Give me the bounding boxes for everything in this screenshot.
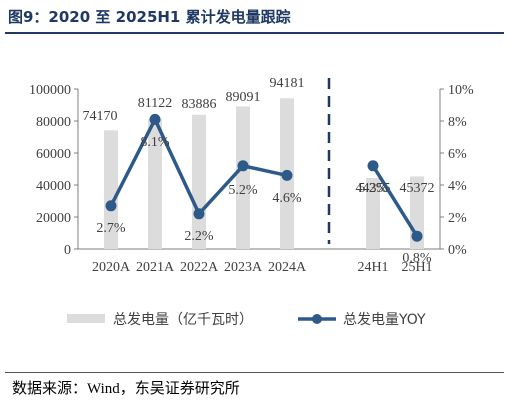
left-tick-label: 60000: [36, 147, 71, 162]
x-tick-label: 2024A: [268, 260, 307, 275]
yoy-labels: 2.7% 8.1% 2.2% 5.2% 4.6% 5.2% 0.8%: [96, 135, 432, 266]
bar-value-label: 44355: [356, 181, 391, 196]
x-tick-label: 25H1: [401, 260, 432, 275]
yoy-point: [193, 208, 205, 220]
yoy-point: [281, 169, 293, 181]
yoy-point: [367, 160, 379, 172]
yoy-point: [149, 113, 161, 125]
left-tick-label: 100000: [29, 83, 71, 98]
right-tick-label: 8%: [448, 115, 467, 130]
left-tick-label: 20000: [36, 211, 71, 226]
bar-value-label: 45372: [400, 181, 435, 196]
right-tick-label: 2%: [448, 211, 467, 226]
legend-bar-label: 总发电量（亿千瓦时）: [113, 312, 253, 328]
bar-value-label: 81122: [138, 96, 172, 111]
x-tick-label: 2021A: [136, 260, 175, 275]
legend-line-marker: [312, 314, 322, 324]
yoy-line: [105, 113, 423, 242]
bar: [104, 130, 118, 249]
legend-line-label: 总发电量YOY: [343, 312, 426, 328]
yoy-value-label: 2.7%: [96, 221, 126, 236]
bar-value-label: 94181: [270, 76, 305, 91]
left-tick-label: 80000: [36, 115, 71, 130]
right-tick-label: 4%: [448, 179, 467, 194]
title-divider: [5, 32, 504, 34]
axes: 0 20000 40000 60000 80000 100000 0% 2% 4% 6% 8% 10%…: [29, 78, 474, 275]
yoy-point: [105, 200, 117, 212]
bar-labels: 74170 81122 83886 89091 94181 44355 45372: [83, 76, 435, 196]
x-tick-label: 2020A: [92, 260, 131, 275]
right-tick-label: 0%: [448, 243, 467, 258]
yoy-value-label: 0.8%: [402, 251, 432, 266]
right-tick-label: 6%: [448, 147, 467, 162]
bar: [236, 106, 250, 249]
source-text: Wind，东吴证券研究所: [87, 381, 240, 397]
source-label: 数据来源：: [12, 379, 88, 397]
chart: 0 20000 40000 60000 80000 100000 0% 2% 4% 6% 8% 10%…: [29, 76, 474, 328]
right-tick-label: 10%: [448, 83, 474, 98]
x-tick-label: 2022A: [180, 260, 219, 275]
legend-bar-swatch: [67, 314, 105, 323]
source-note: 数据来源：Wind，东吴证券研究所: [12, 377, 240, 398]
bar-value-label: 89091: [226, 90, 261, 105]
source-divider: [5, 372, 504, 373]
left-tick-label: 0: [64, 243, 71, 258]
yoy-line-segment: [371, 164, 419, 238]
figure-title: 图9：2020 至 2025H1 累计发电量跟踪: [8, 8, 291, 26]
bar-value-label: 83886: [182, 97, 217, 112]
x-tick-label: 24H1: [357, 260, 388, 275]
legend: 总发电量（亿千瓦时） 总发电量YOY: [67, 312, 426, 328]
yoy-value-label: 5.2%: [228, 183, 258, 198]
bar-value-label: 74170: [83, 109, 118, 124]
yoy-point: [411, 230, 423, 242]
bar: [366, 178, 380, 249]
yoy-value-label: 8.1%: [140, 135, 170, 150]
left-tick-label: 40000: [36, 179, 71, 194]
x-tick-label: 2023A: [224, 260, 263, 275]
yoy-value-label: 2.2%: [184, 229, 214, 244]
yoy-point: [237, 160, 249, 172]
yoy-value-label: 5.2%: [358, 181, 388, 196]
yoy-value-label: 4.6%: [272, 191, 302, 206]
bar: [148, 119, 162, 249]
